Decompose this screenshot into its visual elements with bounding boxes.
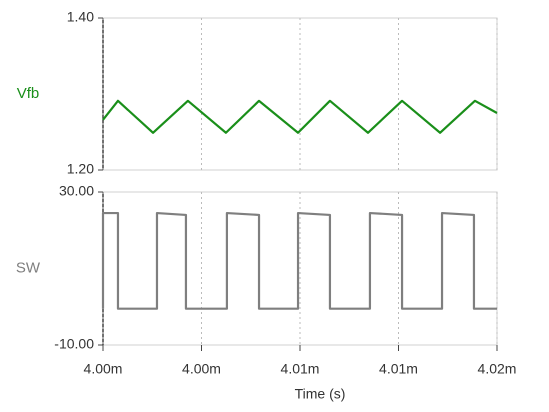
series-line: [102, 99, 498, 134]
x-tick-label: 4.00m: [182, 361, 221, 377]
x-tick-label: 4.02m: [478, 361, 517, 377]
x-tick-label: 4.01m: [281, 361, 320, 377]
legend-label: SW: [16, 259, 41, 276]
y-tick-label: 30.00: [59, 183, 94, 199]
x-tick-label: 4.00m: [84, 361, 123, 377]
series-line: [101, 211, 497, 310]
x-axis-label: Time (s): [295, 386, 346, 402]
y-tick-label: 1.40: [67, 9, 94, 25]
y-tick-label: 1.20: [67, 161, 94, 177]
y-tick-label: -10.00: [54, 336, 94, 352]
x-tick-label: 4.01m: [379, 361, 418, 377]
legend-label: Vfb: [17, 85, 40, 102]
